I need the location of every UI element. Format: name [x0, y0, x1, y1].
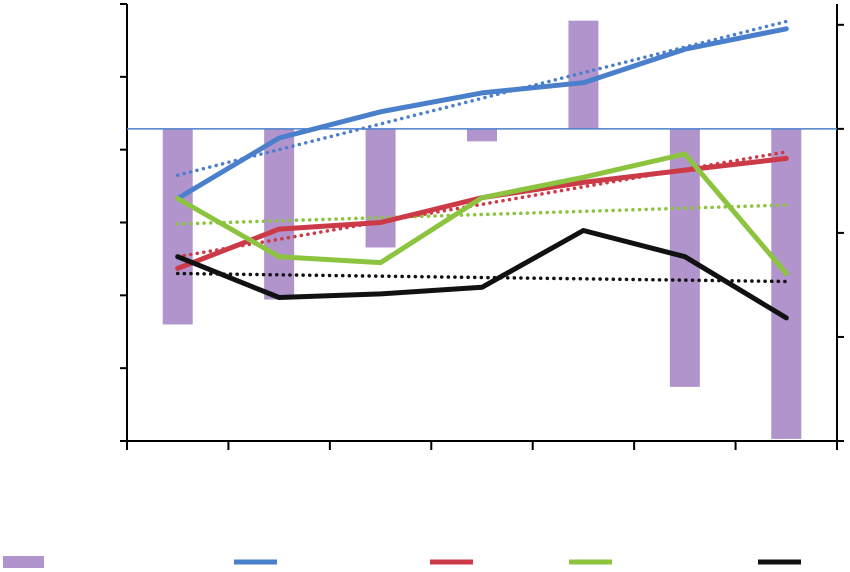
legend	[3, 556, 801, 568]
bar-series	[162, 20, 802, 439]
bar-7	[771, 128, 802, 439]
bar-2	[264, 128, 295, 300]
line-series-1	[175, 26, 789, 201]
bar-1	[162, 128, 193, 325]
chart-axes	[120, 3, 844, 450]
bar-4	[467, 128, 497, 142]
line-series-3	[175, 151, 789, 276]
line-series-4	[175, 228, 789, 321]
line-series	[175, 26, 789, 321]
trendline-4	[175, 271, 789, 284]
legend-swatch-bars	[3, 556, 44, 568]
bar-3	[365, 128, 396, 248]
trendline-3	[175, 203, 789, 226]
